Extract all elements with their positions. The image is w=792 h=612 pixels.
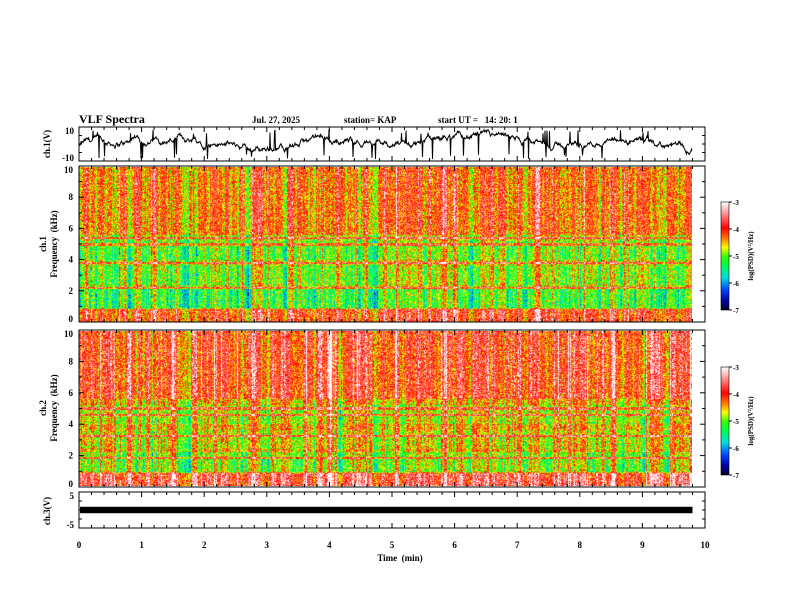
colorbar-tick-label: -5 <box>733 253 739 261</box>
y-tick-label: 8 <box>69 192 74 202</box>
x-tick-label: 9 <box>640 540 645 550</box>
y-tick-label: 6 <box>69 388 74 398</box>
colorbar-tick-label: -6 <box>733 280 739 288</box>
colorbar-tick-label: -4 <box>733 391 739 399</box>
y-tick-label: 6 <box>69 223 74 233</box>
colorbar-frame <box>720 201 730 311</box>
ch2-spec-ylabel-1: ch.2 <box>38 400 48 416</box>
colorbar-frame <box>720 366 730 476</box>
y-tick-label: 2 <box>69 286 74 296</box>
y-tick-label: 10 <box>64 329 74 339</box>
x-tick-label: 1 <box>139 540 144 550</box>
ch1-ylabel: ch.1(V) <box>42 130 52 158</box>
colorbar-tick-label: -6 <box>733 445 739 453</box>
ch3-ylabel: ch.3(V) <box>42 497 52 525</box>
ch3-waveform-band <box>80 506 693 514</box>
x-tick-label: 10 <box>701 540 711 550</box>
ch2-colorbar <box>721 367 729 475</box>
ch1-spec-ylabel-2: Frequency (kHz) <box>49 210 59 277</box>
y-tick-label: 10 <box>64 165 74 175</box>
x-tick-label: 4 <box>327 540 332 550</box>
panel-frame <box>78 126 706 162</box>
y-tick-label: -5 <box>67 520 75 530</box>
colorbar-tick-label: -7 <box>733 307 739 315</box>
start-time-label: start UT = 14: 20: 1 <box>438 115 518 125</box>
x-axis-label: Time (min) <box>377 553 422 563</box>
y-tick-label: -10 <box>62 153 74 163</box>
ch1-spectrogram-image <box>79 167 692 322</box>
date-label: Jul. 27, 2025 <box>252 115 301 125</box>
ch1-spec-ylabel-1: ch.1 <box>38 236 48 252</box>
x-tick-label: 5 <box>390 540 395 550</box>
station-label: station= KAP <box>344 115 397 125</box>
colorbar2-label: log(PSD)(V²/Hz) <box>747 396 755 446</box>
x-tick-label: 6 <box>452 540 457 550</box>
x-tick-label: 7 <box>515 540 520 550</box>
x-tick-label: 8 <box>578 540 583 550</box>
y-tick-label: 4 <box>69 419 74 429</box>
ch2-spec-ylabel-2: Frequency (kHz) <box>49 374 59 441</box>
x-tick-label: 3 <box>265 540 270 550</box>
figure-title: VLF Spectra <box>79 112 145 126</box>
colorbar1-label: log(PSD)(V²/Hz) <box>747 231 755 281</box>
colorbar-tick-label: -7 <box>733 472 739 480</box>
ch2-spectrogram-image <box>79 331 692 486</box>
ch1-waveform-line <box>78 128 693 160</box>
panel-frame <box>78 165 706 323</box>
y-tick-label: 0 <box>69 479 74 489</box>
x-tick-label: 0 <box>77 540 82 550</box>
colorbar-tick-label: -5 <box>733 418 739 426</box>
colorbar-tick-label: -4 <box>733 226 739 234</box>
colorbar-tick-label: -3 <box>733 364 739 372</box>
panel-frame <box>78 329 706 488</box>
y-tick-label: 5 <box>70 491 75 501</box>
y-tick-label: 8 <box>69 356 74 366</box>
y-tick-label: 0 <box>69 314 74 324</box>
y-tick-label: 10 <box>65 126 75 136</box>
y-tick-label: 4 <box>69 255 74 265</box>
y-tick-label: 2 <box>69 451 74 461</box>
x-tick-label: 2 <box>202 540 207 550</box>
colorbar-tick-label: -3 <box>733 199 739 207</box>
ch1-colorbar <box>721 202 729 310</box>
